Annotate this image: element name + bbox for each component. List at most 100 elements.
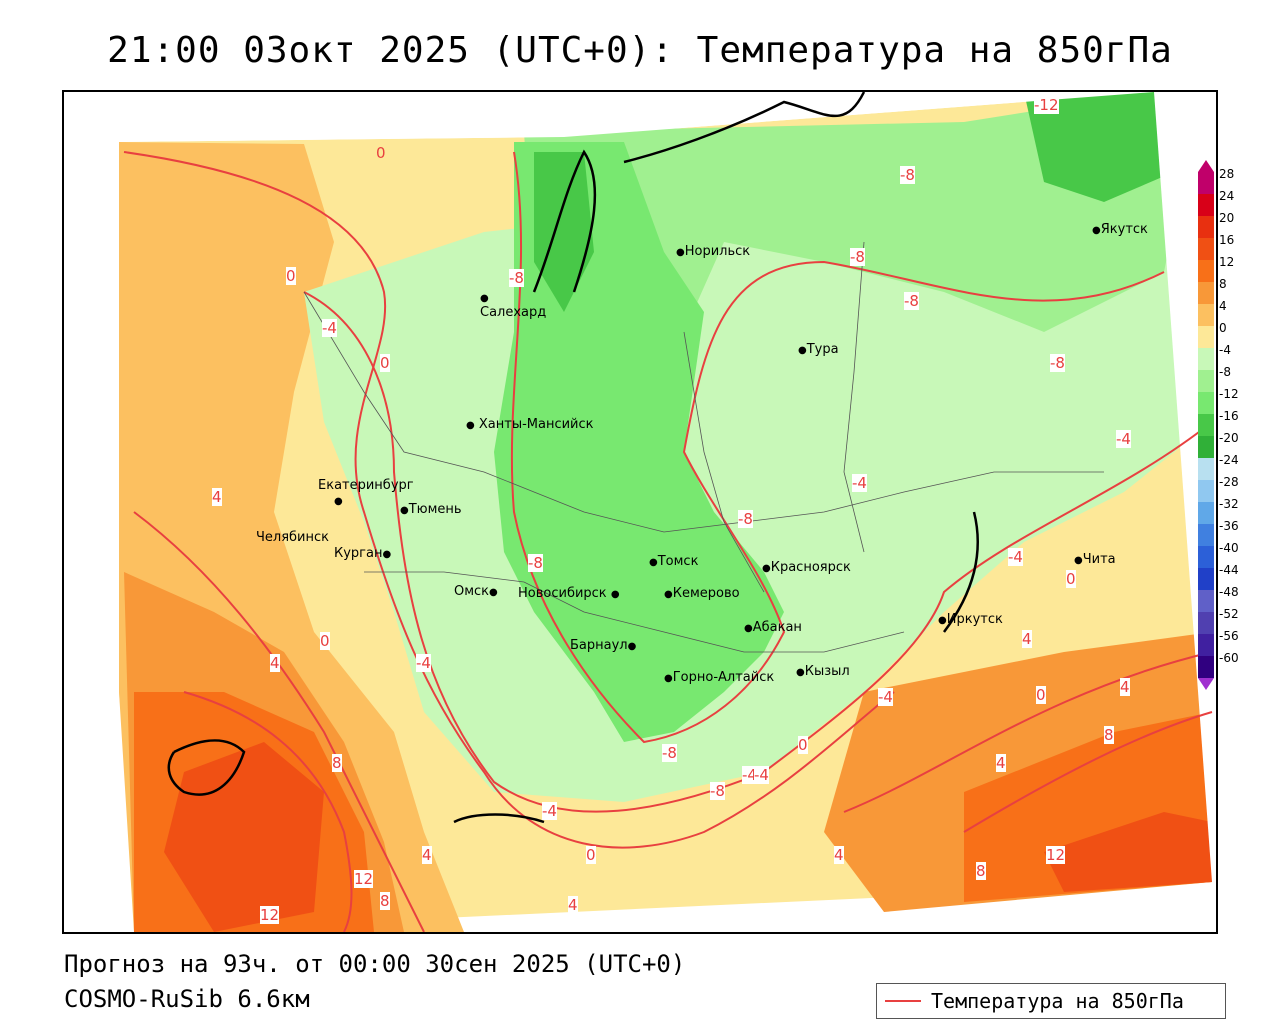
- contour-label: 12: [260, 906, 280, 924]
- colorbar-tick-label: -52: [1219, 607, 1239, 621]
- city-marker[interactable]: ●Кемерово: [664, 586, 740, 601]
- city-marker[interactable]: Новосибирск ●: [518, 586, 620, 601]
- colorbar-tick-label: 28: [1219, 167, 1234, 181]
- city-label: Курган: [334, 546, 383, 561]
- city-marker[interactable]: ●Кызыл: [796, 664, 850, 679]
- city-marker[interactable]: ●Томск: [649, 554, 699, 569]
- city-marker[interactable]: Екатеринбург ●: [318, 478, 414, 507]
- city-label: Красноярск: [770, 560, 851, 575]
- colorbar-tick-label: -32: [1219, 497, 1239, 511]
- contour-label: -8: [710, 782, 725, 800]
- contour-label: 4: [568, 896, 578, 914]
- contour-label: -8: [738, 510, 753, 528]
- colorbar-tick-label: 0: [1219, 321, 1227, 335]
- colorbar-swatch: [1198, 458, 1214, 480]
- model-label: COSMO-RuSib 6.6км: [64, 985, 310, 1013]
- city-marker[interactable]: ●Абакан: [744, 620, 802, 635]
- contour-label: 0: [380, 354, 390, 372]
- colorbar-tick-label: -48: [1219, 585, 1239, 599]
- city-label: Томск: [657, 554, 699, 569]
- city-marker[interactable]: ●Иркутск: [938, 612, 1003, 627]
- colorbar-swatch: [1198, 634, 1214, 656]
- city-marker[interactable]: ●Чита: [1074, 552, 1116, 567]
- colorbar-swatch: [1198, 326, 1214, 348]
- contour-label: 0: [286, 267, 296, 285]
- contour-label: -4: [878, 688, 893, 706]
- contour-label: 4: [270, 654, 280, 672]
- colorbar-tick-label: -16: [1219, 409, 1239, 423]
- city-label: Иркутск: [946, 612, 1003, 627]
- contour-label: 4: [1022, 630, 1032, 648]
- colorbar-swatch: [1198, 392, 1214, 414]
- colorbar-top-arrow: [1198, 160, 1214, 172]
- colorbar-tick-label: 4: [1219, 299, 1227, 313]
- city-label: Чита: [1082, 552, 1116, 567]
- admin-borders: [303, 241, 1104, 653]
- city-marker[interactable]: Челябинск: [256, 530, 329, 545]
- city-marker[interactable]: Курган●: [334, 546, 392, 561]
- city-marker[interactable]: ●Горно-Алтайск: [664, 670, 775, 685]
- coast-baikal: [942, 511, 979, 633]
- contour-label: -4: [1008, 548, 1023, 566]
- city-label: Кемерово: [672, 586, 740, 601]
- isoline-plus8: [183, 691, 353, 932]
- colorbar-tick-label: -20: [1219, 431, 1239, 445]
- colorbar-tick-label: -40: [1219, 541, 1239, 555]
- colorbar-tick-label: 8: [1219, 277, 1227, 291]
- colorbar-swatch: [1198, 568, 1214, 590]
- contour-label: 0: [586, 846, 596, 864]
- contour-label: 0: [320, 632, 330, 650]
- city-label: Екатеринбург: [318, 478, 414, 493]
- colorbar-tick-label: -36: [1219, 519, 1239, 533]
- city-marker[interactable]: ●Норильск: [676, 244, 751, 259]
- temperature-map: [64, 92, 1216, 932]
- colorbar: 28 24 20 16 12 8 4 0 -4 -8 -12 -16 -20 -24 -28 -32 -36 -4…: [1198, 160, 1268, 690]
- contour-label: 4: [1120, 678, 1130, 696]
- city-marker[interactable]: ● Ханты-Мансийск: [466, 417, 594, 432]
- colorbar-swatch: [1198, 172, 1214, 194]
- colorbar-swatch: [1198, 656, 1214, 678]
- city-marker[interactable]: ●Якутск: [1092, 222, 1148, 237]
- contour-label: 8: [380, 892, 390, 910]
- colorbar-tick-label: -56: [1219, 629, 1239, 643]
- zone-red-se2: [1044, 812, 1212, 892]
- colorbar-tick-label: 16: [1219, 233, 1234, 247]
- contour-label: -8: [662, 744, 677, 762]
- city-label: Тура: [806, 342, 839, 357]
- contour-label: 4: [996, 754, 1006, 772]
- colorbar-swatch: [1198, 590, 1214, 612]
- city-label: Абакан: [752, 620, 802, 635]
- contour-label: 0: [1066, 570, 1076, 588]
- city-marker[interactable]: Барнаул●: [570, 638, 637, 653]
- colorbar-swatch: [1198, 238, 1214, 260]
- contour-label: 12: [354, 870, 374, 888]
- isoline-minus4: [303, 291, 1213, 813]
- map-title: 21:00 03окт 2025 (UTC+0): Температура на…: [107, 30, 1173, 71]
- coast-caspian-lake: [167, 739, 246, 796]
- contour-label: 0: [798, 736, 808, 754]
- contour-label: -4: [542, 802, 557, 820]
- colorbar-swatch: [1198, 546, 1214, 568]
- colorbar-tick-label: -12: [1219, 387, 1239, 401]
- contour-label: -8: [509, 269, 524, 287]
- city-label: Новосибирск: [518, 586, 607, 601]
- colorbar-swatch: [1198, 194, 1214, 216]
- coast-yamal: [532, 149, 597, 293]
- city-marker[interactable]: ●Тюмень: [400, 502, 462, 517]
- city-marker[interactable]: ● Салехард: [480, 293, 547, 320]
- colorbar-swatch: [1198, 216, 1214, 238]
- isoline-se-plus8: [963, 711, 1213, 833]
- colorbar-tick-label: -44: [1219, 563, 1239, 577]
- city-marker[interactable]: Омск●: [454, 584, 498, 599]
- city-label: Норильск: [684, 244, 751, 259]
- city-marker[interactable]: ●Тура: [798, 342, 839, 357]
- zone-red-sw2: [164, 742, 324, 932]
- city-marker[interactable]: ●Красноярск: [762, 560, 851, 575]
- map-area[interactable]: ●Норильск ●Якутск ● Салехард ●Тура ● Хант…: [62, 90, 1218, 934]
- contour-label: 4: [834, 846, 844, 864]
- contour-label: -8: [850, 248, 865, 266]
- contour-label: 4: [422, 846, 432, 864]
- coast-taymyr: [623, 92, 866, 164]
- legend-label: Температура на 850гПа: [931, 989, 1184, 1013]
- colorbar-tick-label: 12: [1219, 255, 1234, 269]
